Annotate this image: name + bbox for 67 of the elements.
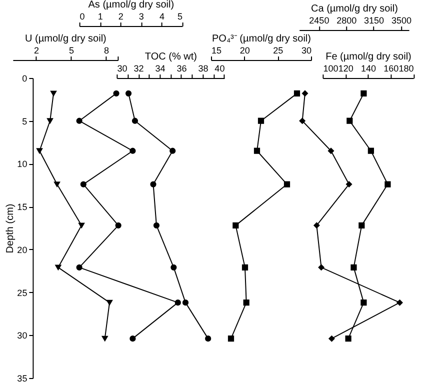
point — [318, 264, 324, 270]
point — [106, 300, 113, 306]
point — [113, 90, 120, 96]
point — [76, 264, 82, 270]
x-axis-title: PO₄³⁻ (µmol/g dry soil) — [212, 34, 311, 44]
point — [46, 118, 54, 124]
point — [396, 300, 403, 306]
x-tick-label: 30 — [117, 64, 128, 74]
y-tick-label: 5 — [22, 116, 28, 126]
point — [102, 336, 108, 342]
x-tick-label: 2800 — [336, 16, 357, 26]
x-tick-label: 2 — [118, 12, 124, 22]
y-tick-label: 35 — [17, 374, 28, 384]
y-tick-label: 25 — [17, 288, 28, 298]
x-tick-label: 5 — [177, 12, 182, 22]
x-tick-label: 2450 — [309, 16, 330, 26]
x-tick-label: 120 — [338, 64, 354, 74]
x-tick-label: 8 — [104, 46, 110, 56]
point — [174, 300, 181, 306]
x-tick-label: 4 — [159, 12, 164, 22]
x-axis-title: Ca (µmol/g dry soil) — [311, 4, 398, 14]
point — [299, 118, 306, 124]
x-axis-title: As (µmol/g dry soil) — [88, 0, 174, 10]
x-axis-title: TOC (% wt) — [144, 52, 197, 62]
point — [328, 148, 334, 154]
point — [76, 118, 82, 124]
y-tick-label: 15 — [17, 202, 28, 212]
x-tick-label: 40 — [214, 64, 225, 74]
x-tick-label: 34 — [155, 64, 166, 74]
y-axis-title: Depth (cm) — [5, 204, 16, 254]
point — [328, 336, 335, 342]
x-tick-label: 100 — [323, 64, 338, 74]
point — [346, 181, 352, 188]
x-tick-label: 20 — [240, 46, 250, 56]
x-tick-label: 5 — [69, 46, 74, 56]
point — [80, 181, 86, 188]
x-tick-label: 3 — [138, 12, 144, 22]
x-tick-label: 1 — [98, 12, 103, 22]
x-tick-label: 2 — [34, 46, 40, 56]
x-axis-title: U (µmol/g dry soil) — [25, 34, 106, 44]
point — [314, 222, 320, 228]
x-tick-label: 3500 — [391, 16, 412, 26]
x-tick-label: 0 — [80, 12, 85, 22]
x-tick-label: 25 — [273, 46, 284, 56]
y-tick-label: 0 — [22, 74, 28, 84]
x-tick-label: 38 — [198, 64, 208, 74]
x-tick-label: 3150 — [364, 16, 384, 26]
y-tick-label: 30 — [17, 330, 28, 341]
x-tick-label: 15 — [212, 46, 222, 56]
x-tick-label: 36 — [176, 64, 187, 74]
x-tick-label: 32 — [134, 64, 144, 74]
point — [55, 264, 62, 270]
x-tick-label: 30 — [301, 46, 312, 56]
point — [50, 90, 57, 96]
x-tick-label: 140 — [360, 64, 376, 74]
y-tick-label: 10 — [17, 159, 28, 170]
point — [36, 148, 43, 154]
point — [78, 222, 85, 228]
x-tick-label: 180 — [398, 64, 414, 74]
point — [130, 336, 136, 342]
point — [302, 90, 308, 96]
x-tick-label: 160 — [384, 64, 399, 74]
point — [54, 182, 60, 187]
y-tick-label: 20 — [17, 244, 28, 255]
point — [115, 222, 122, 228]
x-axis-title: Fe (µmol/g dry soil) — [326, 52, 412, 62]
point — [130, 148, 136, 154]
